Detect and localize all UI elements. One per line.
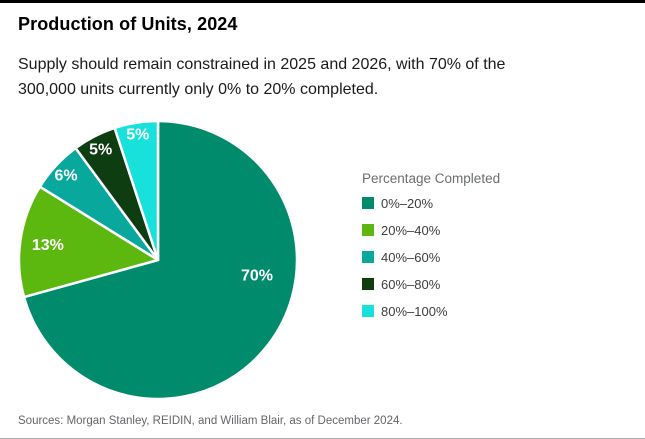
- pie-slice-label: 13%: [32, 237, 64, 254]
- pie-chart: 70% 13% 6% 5% 5%: [0, 113, 320, 413]
- pie-slice-80-100: [113, 119, 160, 262]
- legend-swatch: [362, 224, 374, 236]
- legend-item: 60%–80%: [362, 276, 500, 292]
- pie-slice-label: 5%: [126, 126, 149, 143]
- legend-item: 40%–60%: [362, 249, 500, 265]
- legend-label: 60%–80%: [381, 276, 441, 292]
- legend-items: 0%–20% 20%–40% 40%–60% 60%–80% 80%–100%: [362, 195, 500, 319]
- pie-slice-label: 70%: [241, 267, 273, 284]
- legend-swatch: [362, 197, 374, 209]
- sources-note: Sources: Morgan Stanley, REIDIN, and Wil…: [18, 415, 403, 427]
- legend-swatch: [362, 305, 374, 317]
- pie-slice-0-20: [22, 119, 299, 401]
- legend-label: 80%–100%: [381, 303, 448, 319]
- legend: Percentage Completed 0%–20% 20%–40% 40%–60…: [362, 171, 500, 330]
- legend-label: 20%–40%: [381, 222, 441, 238]
- chart-subtitle: Supply should remain constrained in 2025…: [18, 56, 506, 98]
- pie-chart-svg: 70% 13% 6% 5% 5%: [17, 119, 299, 401]
- legend-item: 20%–40%: [362, 222, 500, 238]
- legend-title: Percentage Completed: [362, 171, 501, 186]
- legend-item: 80%–100%: [362, 303, 500, 319]
- pie-slice-20-40: [17, 185, 160, 299]
- legend-label: 40%–60%: [381, 249, 441, 265]
- legend-swatch: [362, 251, 374, 263]
- legend-item: 0%–20%: [362, 195, 500, 211]
- pie-slice-label: 6%: [55, 168, 78, 185]
- pie-slice-label: 5%: [89, 141, 112, 158]
- legend-swatch: [362, 278, 374, 290]
- legend-label: 0%–20%: [381, 195, 434, 211]
- chart-title: Production of Units, 2024: [18, 14, 238, 34]
